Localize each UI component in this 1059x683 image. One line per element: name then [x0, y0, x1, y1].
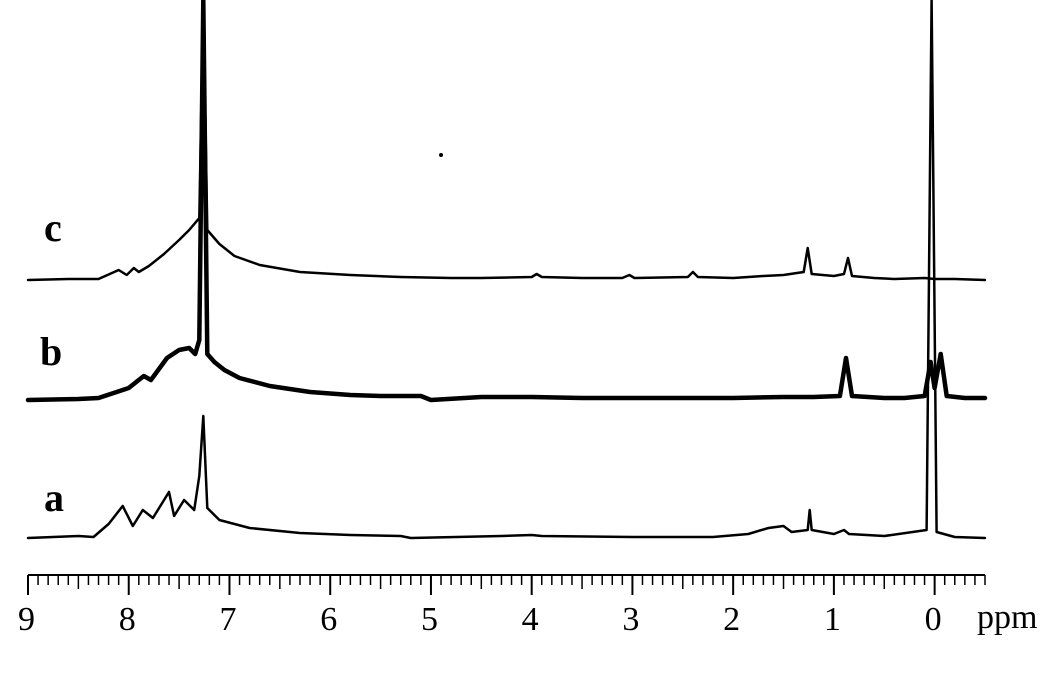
trace-a — [28, 0, 985, 538]
stray-dot — [439, 153, 443, 157]
trace-label-b: b — [40, 328, 62, 375]
x-tick-label: 6 — [320, 601, 337, 639]
trace-label-a: a — [44, 474, 64, 521]
x-tick-label: 9 — [18, 601, 35, 639]
nmr-stacked-spectra: a b c 9 8 7 6 5 4 3 2 1 0 ppm — [0, 0, 1059, 683]
spectra-svg — [0, 0, 1059, 683]
trace-label-c: c — [44, 204, 62, 251]
x-tick-label: 7 — [219, 601, 236, 639]
x-tick-label: 1 — [824, 601, 841, 639]
x-tick-label: 5 — [421, 601, 438, 639]
x-tick-label: 4 — [522, 601, 539, 639]
x-axis-unit: ppm — [977, 599, 1037, 637]
x-tick-label: 0 — [925, 601, 942, 639]
x-tick-label: 3 — [622, 601, 639, 639]
trace-c — [28, 0, 985, 280]
trace-b — [28, 0, 985, 400]
x-tick-label: 2 — [723, 601, 740, 639]
x-tick-label: 8 — [119, 601, 136, 639]
